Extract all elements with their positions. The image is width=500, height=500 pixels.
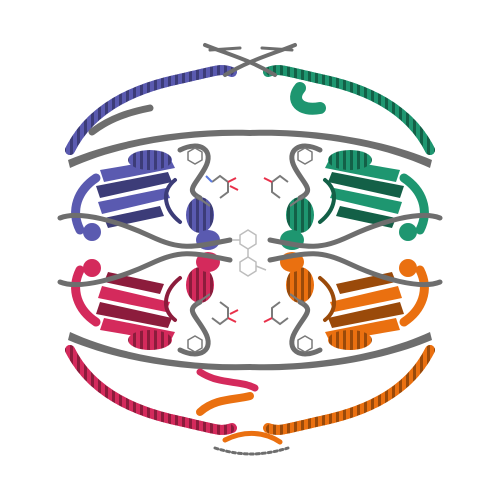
bottom-crossover-loops — [213, 431, 290, 456]
chain-c — [57, 251, 259, 435]
top-crossover-loops — [203, 43, 297, 77]
chain-a — [57, 65, 250, 250]
ligand-sticks — [187, 147, 313, 353]
chain-d — [196, 251, 443, 435]
chain-b — [250, 65, 443, 250]
